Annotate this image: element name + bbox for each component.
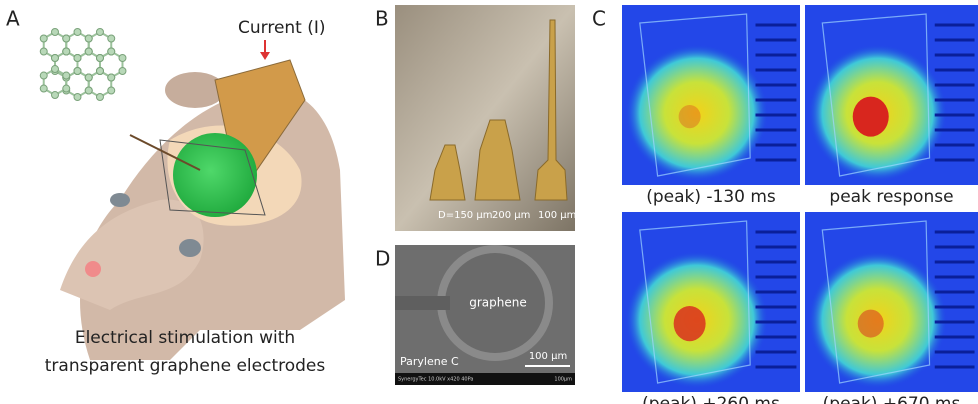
image-caption: (peak) +260 ms — [642, 394, 780, 404]
atom — [108, 48, 115, 55]
atom — [96, 94, 103, 101]
peak-spot — [674, 306, 706, 341]
trace — [395, 296, 450, 310]
panel-label: C — [592, 7, 606, 31]
atom — [51, 55, 58, 62]
atom — [74, 68, 81, 75]
atom — [85, 48, 92, 55]
atom — [63, 48, 70, 55]
current-label: Current (I) — [238, 18, 326, 38]
material-label: Parylene C — [400, 355, 459, 368]
atom — [63, 72, 70, 79]
atom — [52, 66, 59, 73]
atom — [85, 74, 92, 81]
ear — [165, 72, 225, 108]
atom — [108, 74, 115, 81]
caption-line: transparent graphene electrodes — [45, 356, 326, 376]
current-arrowhead — [260, 52, 270, 60]
footer-text: SynergyTec 10.0kV x420 40Pa — [398, 377, 473, 383]
atom — [63, 35, 70, 42]
atom — [119, 55, 126, 62]
figure: A Current (I) Electrical stimulation wit… — [0, 0, 978, 404]
nose — [85, 261, 101, 277]
size-label: 100 µm — [538, 210, 576, 221]
atom — [96, 55, 103, 62]
atom — [74, 55, 81, 62]
atom — [52, 92, 59, 99]
peak-spot — [679, 105, 701, 128]
peak-spot — [858, 310, 884, 338]
heatmaps: (peak) -130 ms peak response (peak) +260 m… — [622, 5, 978, 404]
atom — [74, 94, 81, 101]
atom — [63, 85, 70, 92]
panel-label: A — [6, 7, 20, 31]
atom — [40, 72, 47, 79]
page: A Current (I) Electrical stimulation wit… — [0, 0, 978, 404]
mouse — [60, 40, 345, 360]
footer-scale: 100µm — [554, 377, 572, 383]
size-label: 200 µm — [492, 210, 530, 221]
atom — [96, 68, 103, 75]
atom — [96, 29, 103, 36]
graphene-label: graphene — [469, 296, 527, 310]
caption-line: Electrical stimulation with — [75, 328, 295, 348]
image-caption: (peak) +670 ms — [823, 394, 961, 404]
eye — [179, 239, 201, 257]
atom — [85, 35, 92, 42]
eye — [110, 193, 130, 207]
image-caption: peak response — [829, 187, 953, 207]
atom — [108, 87, 115, 94]
panel-label: D — [375, 247, 390, 271]
graphene-electrode — [173, 133, 257, 217]
atom — [40, 85, 47, 92]
atom — [74, 29, 81, 36]
size-label: D=150 µm — [438, 210, 492, 221]
scale-label: 100 µm — [529, 351, 567, 362]
atom — [108, 35, 115, 42]
atom — [119, 68, 126, 75]
atom — [40, 35, 47, 42]
atom — [40, 48, 47, 55]
panel-label: B — [375, 7, 389, 31]
atom — [85, 87, 92, 94]
graphene-lattice — [40, 29, 126, 101]
image-caption: (peak) -130 ms — [646, 187, 776, 207]
atom — [52, 29, 59, 36]
peak-spot — [853, 97, 889, 137]
